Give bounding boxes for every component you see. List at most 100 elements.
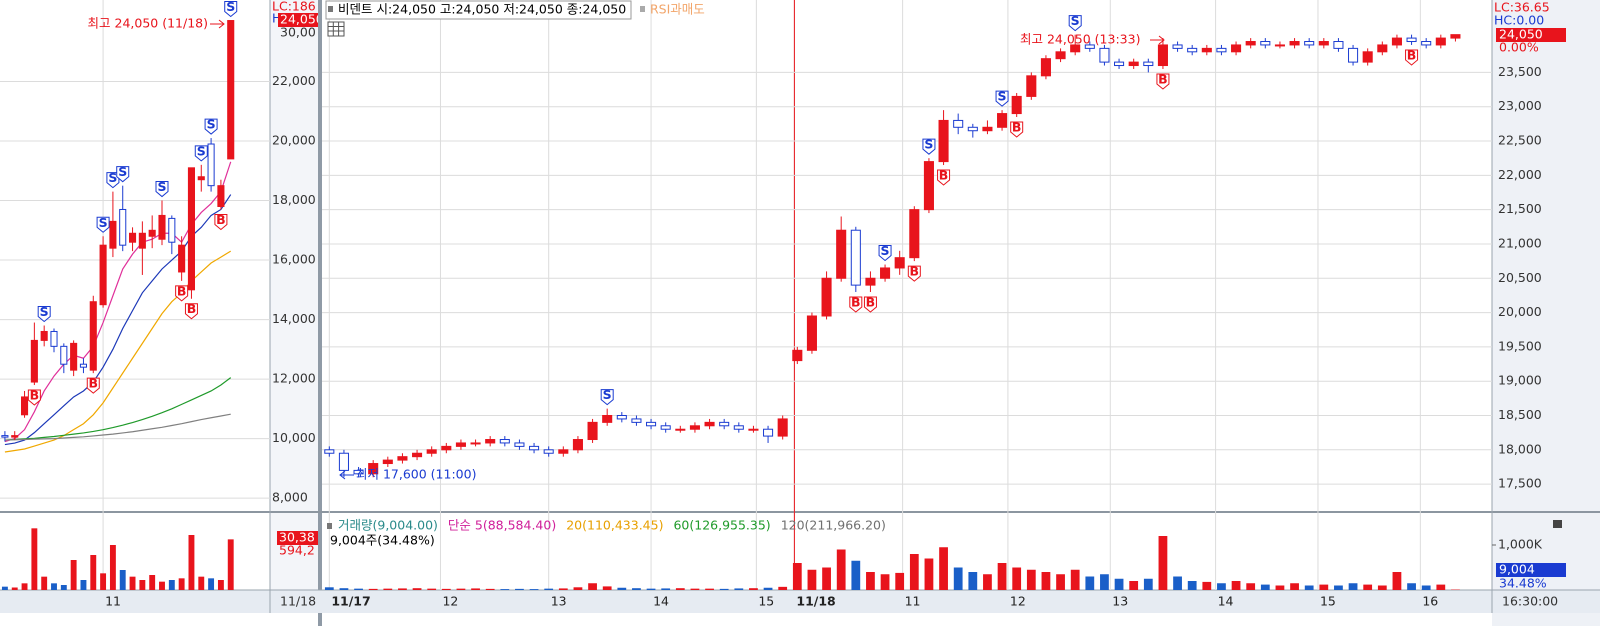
signal-label: B — [177, 283, 187, 298]
volume-bar — [109, 545, 116, 590]
candle-body — [353, 469, 364, 475]
volume-bar — [661, 588, 671, 590]
signal-label: B — [187, 301, 197, 316]
signal-marker — [1156, 73, 1170, 90]
date-label: 11/18 — [280, 594, 316, 609]
volume-bar — [529, 589, 539, 590]
volume-bar — [1173, 576, 1182, 590]
volume-bar — [1217, 583, 1226, 590]
volume-bar — [924, 558, 934, 590]
volume-box — [277, 531, 318, 545]
volume-bar — [822, 567, 831, 590]
x-tick-label: 11/17 — [331, 594, 370, 609]
y-tick-label: 20,000 — [272, 133, 316, 148]
volume-bar — [100, 573, 107, 590]
y-tick-label: 10,000 — [272, 430, 316, 445]
volume-bar — [675, 588, 685, 590]
candle-body — [733, 425, 744, 430]
signal-marker — [937, 169, 951, 186]
candle-body — [217, 185, 225, 207]
y-tick-label: 16,000 — [272, 252, 316, 267]
candle-body — [1187, 47, 1198, 53]
candle-body — [850, 229, 861, 286]
left-axis-panel — [270, 0, 318, 590]
volume-bar — [1026, 569, 1036, 590]
volume-bar — [617, 587, 627, 590]
candle-body — [1201, 47, 1212, 53]
candle-body — [514, 442, 525, 447]
volume-bar — [1158, 536, 1168, 590]
signal-marker — [878, 245, 892, 262]
volume-bar — [588, 583, 597, 590]
candle-body — [99, 244, 107, 306]
volume-bar — [1114, 578, 1124, 590]
grid-icon[interactable] — [327, 21, 345, 37]
x-tick-label: 11/18 — [796, 594, 835, 609]
signal-marker — [1405, 49, 1419, 66]
candle-body — [806, 315, 817, 351]
x-tick-label: 11 — [905, 594, 921, 609]
volume-bar — [80, 580, 87, 590]
signal-marker — [37, 306, 51, 323]
right-axis-panel — [1492, 0, 1600, 626]
signal-marker — [1068, 15, 1082, 32]
signal-marker — [849, 296, 863, 313]
signal-label: S — [157, 179, 166, 194]
candle-body — [30, 339, 38, 383]
candle-body — [529, 445, 540, 451]
volume-bar — [129, 576, 136, 590]
candle-body — [660, 425, 671, 430]
candle-body — [1260, 41, 1271, 46]
candle-body — [1348, 47, 1359, 63]
candle-body — [953, 119, 964, 128]
signal-marker — [116, 166, 130, 183]
volume-bar — [1056, 574, 1065, 590]
volume-bar — [485, 588, 495, 590]
volume-bar — [21, 583, 28, 590]
candle-body — [1245, 41, 1256, 46]
x-tick-label: 12 — [1010, 594, 1026, 609]
signal-marker — [204, 118, 218, 135]
candle-body — [1055, 51, 1066, 60]
volume-bar — [1070, 569, 1080, 590]
splitter[interactable] — [318, 0, 322, 626]
volume-label: 9,004 — [1499, 562, 1535, 577]
legend-entry: 단순 5(88,584.40) — [448, 518, 556, 533]
signal-marker — [224, 1, 238, 18]
signal-marker — [175, 285, 189, 302]
candle-body — [227, 20, 235, 160]
icon[interactable] — [1553, 520, 1562, 528]
signal-label: B — [89, 376, 99, 391]
x-tick-label: 15 — [758, 594, 774, 609]
signal-label: B — [30, 388, 40, 403]
icon — [327, 523, 332, 529]
signal-label: B — [910, 264, 920, 279]
signal-marker — [995, 90, 1009, 107]
volume-bar — [90, 555, 97, 590]
candle-body — [70, 342, 78, 371]
candle-body — [821, 277, 832, 317]
signal-marker — [863, 296, 877, 313]
signal-marker — [27, 389, 41, 406]
volume-bar — [1143, 578, 1153, 590]
volume-bar — [515, 588, 524, 590]
candle-body — [138, 232, 146, 249]
y-tick-label: 21,000 — [1498, 235, 1542, 250]
price-box — [278, 13, 318, 27]
signal-label: S — [207, 117, 216, 132]
volume-bar — [427, 588, 437, 590]
y-tick-label: 23,500 — [1498, 64, 1542, 79]
volume-bar — [31, 528, 38, 590]
change-label: 0.00% — [1499, 40, 1539, 55]
candle-body — [485, 439, 496, 444]
candle-body — [50, 330, 58, 347]
volume-bar — [178, 578, 185, 590]
volume-bar — [1260, 584, 1270, 590]
volume-bar — [168, 580, 175, 590]
signal-label: S — [197, 143, 206, 158]
y-tick-label: 20,000 — [1498, 304, 1542, 319]
volume-bar — [1012, 567, 1022, 590]
volume-bar — [763, 587, 773, 590]
